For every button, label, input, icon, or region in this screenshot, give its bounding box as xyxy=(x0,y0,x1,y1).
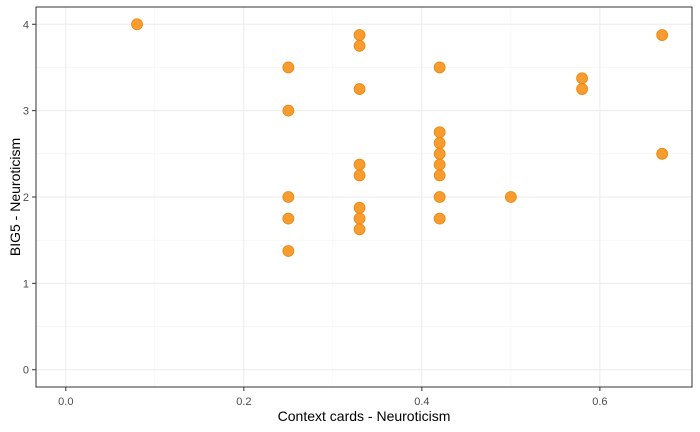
data-point xyxy=(282,191,295,203)
data-point xyxy=(433,191,446,203)
data-point xyxy=(353,83,366,95)
y-tick-label: 3 xyxy=(23,106,29,118)
data-point xyxy=(433,212,446,225)
data-point xyxy=(433,169,446,182)
y-tick-label: 0 xyxy=(23,365,29,377)
data-point xyxy=(433,147,446,160)
data-point xyxy=(353,223,366,236)
data-point xyxy=(656,147,669,160)
data-point xyxy=(282,212,295,225)
x-axis-title: Context cards - Neuroticism xyxy=(278,408,451,424)
x-tick-label: 0.2 xyxy=(236,396,251,408)
x-tick-label: 0.6 xyxy=(592,396,607,408)
axis-ticks xyxy=(32,23,601,391)
x-axis-tick-labels: 0.0 0.2 0.4 0.6 xyxy=(58,396,607,408)
y-tick-label: 4 xyxy=(23,19,29,31)
data-point xyxy=(353,158,366,171)
data-point xyxy=(353,29,366,41)
x-tick-label: 0.0 xyxy=(58,396,73,408)
grid xyxy=(36,7,692,387)
data-points xyxy=(131,18,669,257)
data-point xyxy=(433,137,446,149)
data-point xyxy=(353,169,366,182)
data-point xyxy=(353,201,366,214)
data-point xyxy=(433,126,446,139)
data-point xyxy=(353,212,366,225)
x-tick-label: 0.4 xyxy=(414,396,429,408)
data-point xyxy=(504,191,517,203)
data-point xyxy=(433,61,446,74)
data-point xyxy=(576,83,588,95)
data-point xyxy=(656,29,669,41)
data-point xyxy=(282,245,295,257)
y-tick-label: 2 xyxy=(23,192,29,204)
data-point xyxy=(353,39,366,52)
data-point xyxy=(131,18,143,31)
data-point xyxy=(282,61,295,74)
y-axis-tick-labels: 0 1 2 3 4 xyxy=(23,19,29,376)
y-axis-title: BIG5 - Neuroticism xyxy=(7,138,23,256)
y-tick-label: 1 xyxy=(23,278,29,290)
data-point xyxy=(282,104,295,117)
data-point xyxy=(576,72,588,85)
data-point xyxy=(433,158,446,171)
